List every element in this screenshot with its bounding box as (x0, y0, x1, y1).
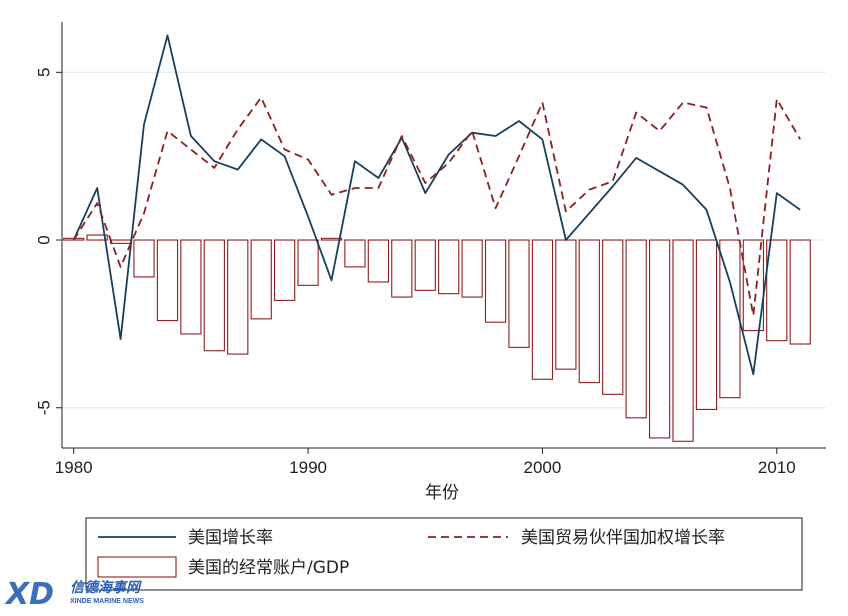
watermark-logo-mark: XD (4, 577, 54, 612)
x-tick-label: 2010 (758, 458, 796, 477)
bar (602, 239, 624, 395)
bar (555, 239, 577, 370)
legend-label-us-growth: 美国增长率 (188, 528, 273, 548)
bar (227, 239, 249, 355)
bar (391, 239, 413, 298)
bar (274, 239, 296, 301)
bar (766, 239, 788, 342)
bar (133, 239, 155, 278)
bar (625, 239, 647, 419)
x-tick-label: 1990 (289, 458, 327, 477)
bar (367, 239, 390, 283)
y-tick-label: 5 (35, 68, 54, 77)
line-series (72, 34, 801, 376)
bar (531, 239, 554, 380)
bar (461, 239, 483, 298)
bar (508, 239, 530, 348)
axes: 5 0 -5 1980 1990 2000 2010 (35, 22, 826, 477)
x-tick-label: 1980 (55, 458, 93, 477)
bar (320, 237, 343, 241)
legend-box (85, 517, 803, 591)
bar (297, 239, 319, 286)
x-axis-label: 年份 (425, 483, 459, 503)
bars-series (63, 234, 811, 442)
bar (414, 239, 436, 291)
bar (695, 239, 718, 410)
y-tick-label: 0 (35, 235, 54, 244)
bar (344, 239, 366, 268)
bar (203, 239, 225, 352)
bar (672, 239, 694, 442)
series-line-solid (72, 34, 801, 376)
bar (250, 239, 272, 320)
watermark-subtitle: XINDE MARINE NEWS (70, 598, 144, 605)
y-tick-label: -5 (35, 400, 54, 415)
bar (789, 239, 811, 345)
bar (719, 239, 741, 399)
bar (648, 239, 671, 439)
watermark-logo: XD 信德海事网 XINDE MARINE NEWS (4, 577, 144, 612)
legend-label-partner-growth: 美国贸易伙伴国加权增长率 (521, 528, 725, 548)
bar (578, 239, 600, 384)
legend-swatch-bar (97, 556, 177, 578)
watermark-title: 信德海事网 (70, 579, 142, 596)
bar (180, 239, 202, 335)
x-tick-label: 2000 (524, 458, 562, 477)
legend-label-current-account: 美国的经常账户/GDP (188, 558, 349, 578)
bar (86, 234, 108, 241)
bar (156, 239, 179, 322)
bar (438, 239, 460, 295)
series-line-dashed (72, 96, 801, 317)
bar (484, 239, 507, 323)
bar (109, 239, 132, 244)
